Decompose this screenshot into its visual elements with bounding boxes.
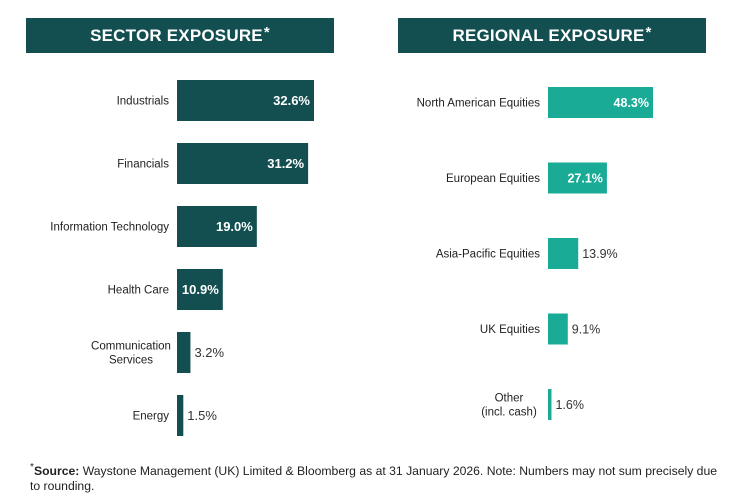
sector-value-label-2: 19.0% [216,219,253,234]
regional-exposure-header: REGIONAL EXPOSURE * [398,18,706,53]
sector-bar-3 [177,269,223,310]
region-bar-2 [548,238,579,269]
region-category-label-3: UK Equities [480,324,540,336]
region-bar-3 [548,313,568,345]
region-value-label-1: 27.1% [567,172,602,186]
sector-bar-2 [177,206,257,247]
region-title-asterisk: * [645,24,652,41]
sector-bar-4 [177,332,191,373]
sector-exposure-title: SECTOR EXPOSURE [90,25,263,45]
sector-value-label-5: 1.5% [187,408,217,423]
exposure-charts: Industrials 32.6% Financials 31.2% Informati… [50,80,653,436]
sector-bar-0 [177,80,314,121]
regional-exposure-title: REGIONAL EXPOSURE [452,25,645,45]
region-value-label-4: 1.6% [555,398,584,412]
region-value-label-0: 48.3% [614,96,649,110]
sector-exposure-header: SECTOR EXPOSURE * [26,18,334,53]
region-category-label-2: Asia-Pacific Equities [436,249,540,261]
footnote-asterisk: * [30,462,34,473]
region-value-label-2: 13.9% [582,247,617,261]
sector-title-asterisk: * [263,24,270,41]
region-bar-0 [548,87,653,118]
region-category-label-0: North American Equities [417,98,541,110]
sector-bar-1 [177,143,309,184]
sector-value-label-0: 32.6% [273,93,310,108]
region-category-label-4-line-0: Other [495,393,524,405]
sector-value-label-1: 31.2% [267,156,304,171]
footnote-source-label: Source: [33,464,80,479]
region-value-label-3: 9.1% [572,323,601,337]
region-bar-4 [548,389,552,420]
sector-category-label-5: Energy [133,411,170,423]
sector-category-label-2: Information Technology [50,222,169,234]
region-category-label-1: European Equities [446,173,540,185]
sector-category-label-4-line-1: Services [109,355,153,367]
sector-value-label-3: 10.9% [182,282,219,297]
sector-category-label-4-line-0: Communication [91,341,171,353]
sector-category-label-1: Financials [117,159,169,171]
region-category-label-4-line-1: (incl. cash) [481,407,537,419]
footnote-text: Waystone Management (UK) Limited & Bloom… [30,464,718,494]
sector-value-label-4: 3.2% [194,345,224,360]
region-bar-1 [548,162,607,194]
sector-category-label-0: Industrials [117,96,170,108]
sector-bar-5 [177,395,184,436]
sector-category-label-3: Health Care [108,285,169,297]
source-footnote: *Source: Waystone Management (UK) Limite… [30,460,720,494]
